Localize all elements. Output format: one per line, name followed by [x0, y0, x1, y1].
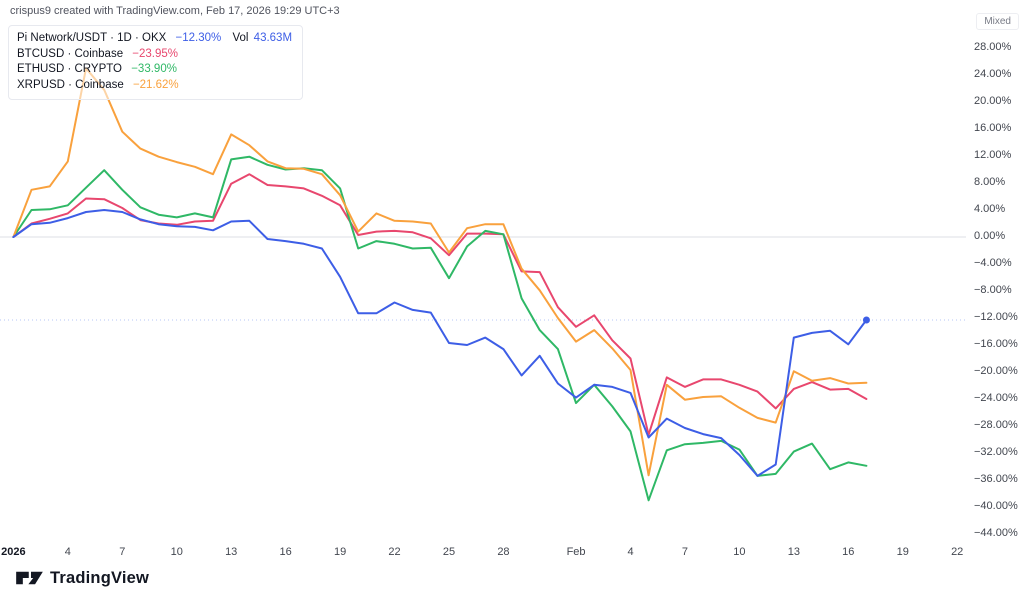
btc-change: −23.95% [132, 47, 179, 60]
time-axis-label: 4 [627, 546, 634, 558]
time-axis-label: 13 [225, 546, 238, 558]
price-axis-label: −40.00% [974, 500, 1018, 512]
price-axis-label: −24.00% [974, 392, 1018, 404]
time-axis-label: 19 [896, 546, 909, 558]
chart-attribution: crispus9 created with TradingView.com, F… [10, 5, 340, 17]
series-end-marker [862, 316, 870, 324]
price-axis-label: 16.00% [974, 122, 1012, 134]
price-axis-label: −44.00% [974, 527, 1018, 539]
main-change: −12.30% [175, 32, 222, 44]
xrp-symbol-label: XRPUSD · Coinbase [17, 78, 124, 91]
price-axis-label: −12.00% [974, 311, 1018, 323]
time-axis-label: 22 [951, 546, 964, 558]
legend-row-main[interactable]: Pi Network/USDT · 1D · OKX −12.30% Vol 4… [17, 31, 292, 47]
series-line-ethusd[interactable] [12, 155, 868, 502]
price-axis-label: −16.00% [974, 338, 1018, 350]
price-axis-label: 0.00% [974, 230, 1006, 242]
price-axis-label: 4.00% [974, 203, 1006, 215]
series-line-btcusd[interactable] [12, 173, 868, 436]
eth-symbol-label: ETHUSD · CRYPTO [17, 63, 123, 75]
tradingview-logo-icon [16, 571, 43, 585]
time-axis-label: 22 [388, 546, 401, 558]
price-plot-canvas[interactable] [0, 0, 966, 553]
legend-row-eth[interactable]: ETHUSD · CRYPTO −33.90% [17, 62, 292, 78]
price-axis-label: 20.00% [974, 95, 1012, 107]
volume-value: 43.63M [253, 32, 293, 44]
volume-label: Vol [232, 32, 249, 44]
time-axis-label: 16 [279, 546, 292, 558]
price-axis-label: −32.00% [974, 446, 1018, 458]
tradingview-logo[interactable]: TradingView [16, 568, 149, 588]
price-axis-label: 8.00% [974, 176, 1006, 188]
price-axis-label: −36.00% [974, 473, 1018, 485]
time-axis-label: 7 [681, 546, 688, 558]
main-symbol-label: Pi Network/USDT · 1D · OKX [17, 32, 167, 44]
price-axis-label: 24.00% [974, 68, 1012, 80]
time-axis-label: 19 [333, 546, 347, 558]
price-axis-label: 28.00% [974, 41, 1012, 53]
legend-row-btc[interactable]: BTCUSD · Coinbase −23.95% [17, 47, 292, 63]
price-axis-label: −4.00% [974, 257, 1012, 269]
time-axis-label: Feb [566, 546, 586, 558]
series-line-pi-network-usdt[interactable] [12, 209, 868, 477]
legend-row-xrp[interactable]: XRPUSD · Coinbase −21.62% [17, 78, 292, 94]
price-axis-label: −8.00% [974, 284, 1012, 296]
time-axis-label: 10 [733, 546, 746, 558]
time-axis-label: 10 [170, 546, 183, 558]
symbol-legend: Pi Network/USDT · 1D · OKX −12.30% Vol 4… [8, 25, 304, 100]
xrp-change: −21.62% [132, 78, 179, 91]
time-axis-label: 7 [119, 546, 126, 558]
data-mode-badge[interactable]: Mixed [976, 13, 1019, 30]
tradingview-logo-text: TradingView [50, 568, 150, 587]
price-axis-label: 12.00% [974, 149, 1012, 161]
time-axis-label: 2026 [1, 546, 26, 558]
btc-symbol-label: BTCUSD · Coinbase [17, 47, 124, 60]
price-axis-label: −28.00% [974, 419, 1018, 431]
eth-change: −33.90% [131, 63, 177, 75]
price-axis-label: −20.00% [974, 365, 1018, 377]
time-axis-label: 4 [64, 546, 71, 558]
time-axis-label: 16 [842, 546, 855, 558]
price-axis[interactable]: 28.00% 24.00% 20.00% 16.00% 12.00% 8.00% 4.00%… [966, 0, 1024, 553]
time-axis-label: 13 [787, 546, 800, 558]
series-line-xrpusd[interactable] [12, 67, 868, 477]
time-axis-label: 28 [497, 546, 510, 558]
time-axis-label: 25 [442, 546, 456, 558]
time-axis[interactable]: 2026 4 7 10 13 16 19 22 25 28 Feb 4 7 10 13 16 19 22 [0, 541, 966, 563]
